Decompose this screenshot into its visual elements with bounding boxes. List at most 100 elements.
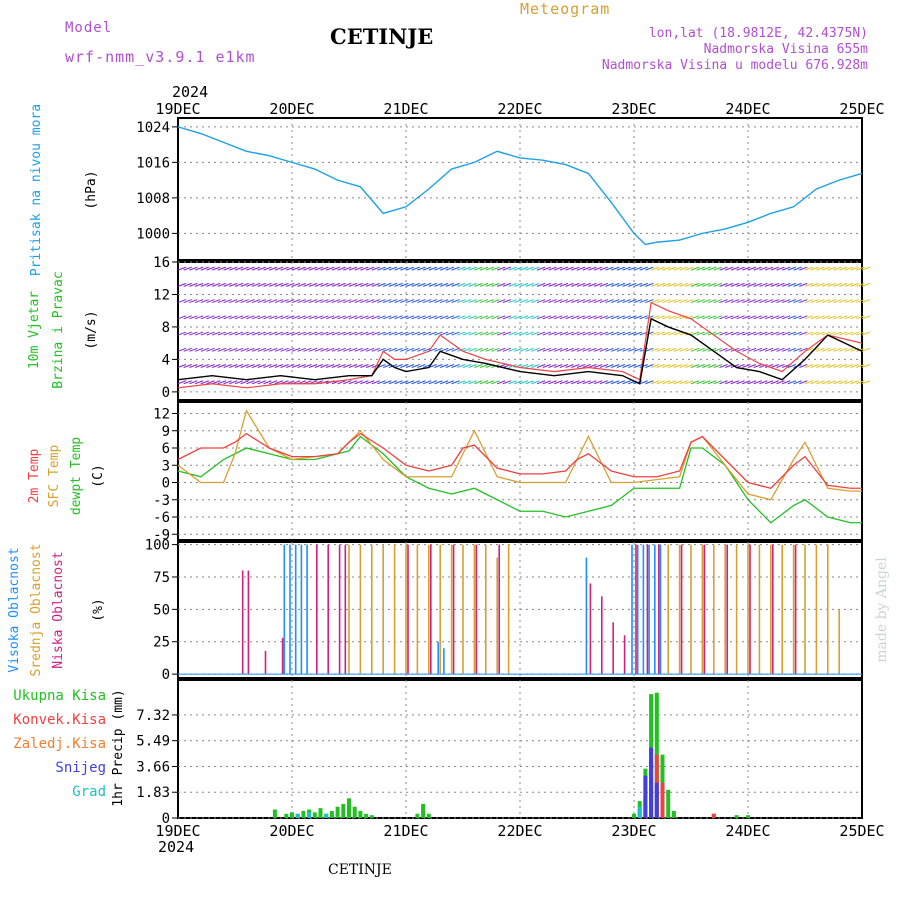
wind-barb [348, 266, 358, 271]
wind-barb [251, 315, 261, 320]
wind-barb [685, 299, 694, 304]
wind-barb [856, 380, 865, 385]
wind-barb [839, 364, 848, 368]
wind-barb [479, 380, 489, 385]
precip-bar [746, 815, 750, 818]
wind-barb [679, 282, 688, 287]
wind-barb [622, 282, 631, 287]
wind-barb [628, 266, 637, 271]
wind-barb [229, 380, 238, 385]
wind-barb [422, 380, 432, 385]
wind-barb [611, 266, 620, 271]
wind-barb [354, 364, 363, 368]
wind-barb [383, 331, 392, 336]
wind-barb [776, 299, 785, 304]
precip-bar [426, 813, 431, 818]
wind-barb [434, 266, 443, 271]
wind-barb [639, 299, 648, 304]
wind-barb [736, 380, 745, 385]
wind-barb [719, 315, 728, 320]
wind-barb [576, 347, 586, 352]
wind-barb [274, 331, 284, 336]
wind-barb [531, 315, 540, 320]
wind-barb [274, 299, 284, 304]
wind-barb [388, 299, 398, 304]
wind-barb [827, 380, 836, 385]
wind-barb [725, 364, 734, 368]
wind-barb [668, 299, 677, 304]
wind-barb [348, 315, 358, 320]
wind-barb [411, 380, 420, 385]
wind-barb [571, 364, 580, 368]
wind-barb [388, 315, 398, 320]
wind-barb [559, 331, 569, 336]
wind-barb [405, 299, 415, 304]
wind-barb [633, 331, 643, 336]
wind-barb [571, 380, 580, 385]
wind-barb [479, 266, 489, 271]
wind-barb [451, 347, 460, 352]
wind-barb [360, 282, 369, 287]
wind-barb [702, 282, 711, 287]
wind-barb [856, 315, 865, 320]
wind-barb [360, 299, 369, 304]
wind-barb [736, 315, 745, 320]
wind-barb [314, 315, 323, 320]
wind-barb [286, 331, 295, 336]
wind-barb [240, 282, 249, 287]
wind-barb [559, 266, 569, 271]
wind-barb [861, 315, 871, 320]
wind-barb [810, 380, 819, 385]
x-tick-label-top: 22DEC [497, 100, 542, 118]
wind-barb [246, 315, 255, 320]
wind-barb [297, 266, 306, 271]
wind-barb [559, 299, 569, 304]
wind-barb [263, 299, 272, 304]
precip-bar [660, 782, 665, 818]
wind-barb [827, 331, 836, 336]
wind-barb [348, 331, 358, 336]
wind-barb [839, 347, 848, 352]
wind-barb [217, 347, 227, 352]
wind-barb [491, 380, 500, 385]
wind-barb [491, 266, 500, 271]
wind-barb [257, 282, 266, 287]
wind-barb [554, 364, 563, 368]
wind-barb [702, 266, 711, 271]
wind-barb [656, 315, 665, 320]
wind-barb [514, 347, 523, 352]
wind-barb [229, 347, 238, 352]
wind-barb [177, 266, 187, 271]
wind-gust-line [177, 301, 863, 389]
wind-barb [599, 364, 608, 368]
wind-barb [200, 380, 209, 385]
wind-barb [542, 282, 551, 287]
wind-barb [833, 266, 842, 271]
wind-barb [217, 315, 227, 320]
precip-bar [358, 810, 363, 818]
wind-barb [468, 347, 477, 352]
wind-barb [246, 347, 255, 352]
wind-barb [804, 299, 814, 304]
wind-barb [377, 299, 386, 304]
wind-barb [673, 380, 683, 385]
wind-barb [440, 347, 449, 352]
wind-barb [799, 299, 808, 304]
wind-barb [297, 364, 306, 368]
wind-barb [519, 315, 529, 320]
wind-barb [753, 364, 762, 368]
wind-barb [383, 282, 392, 287]
wind-barb [565, 364, 574, 368]
wind-barb [605, 266, 614, 271]
wind-barb [622, 347, 631, 352]
wind-barb [200, 315, 209, 320]
wind-barb [462, 364, 472, 368]
wind-barb [468, 331, 477, 336]
precip-bar [666, 789, 671, 818]
precip-bar [272, 809, 277, 818]
wind-barb [519, 347, 529, 352]
wind-barb [833, 331, 842, 336]
wind-barb [799, 380, 808, 385]
wind-barb [679, 347, 688, 352]
x-tick-label-bottom: 23DEC [611, 822, 656, 840]
